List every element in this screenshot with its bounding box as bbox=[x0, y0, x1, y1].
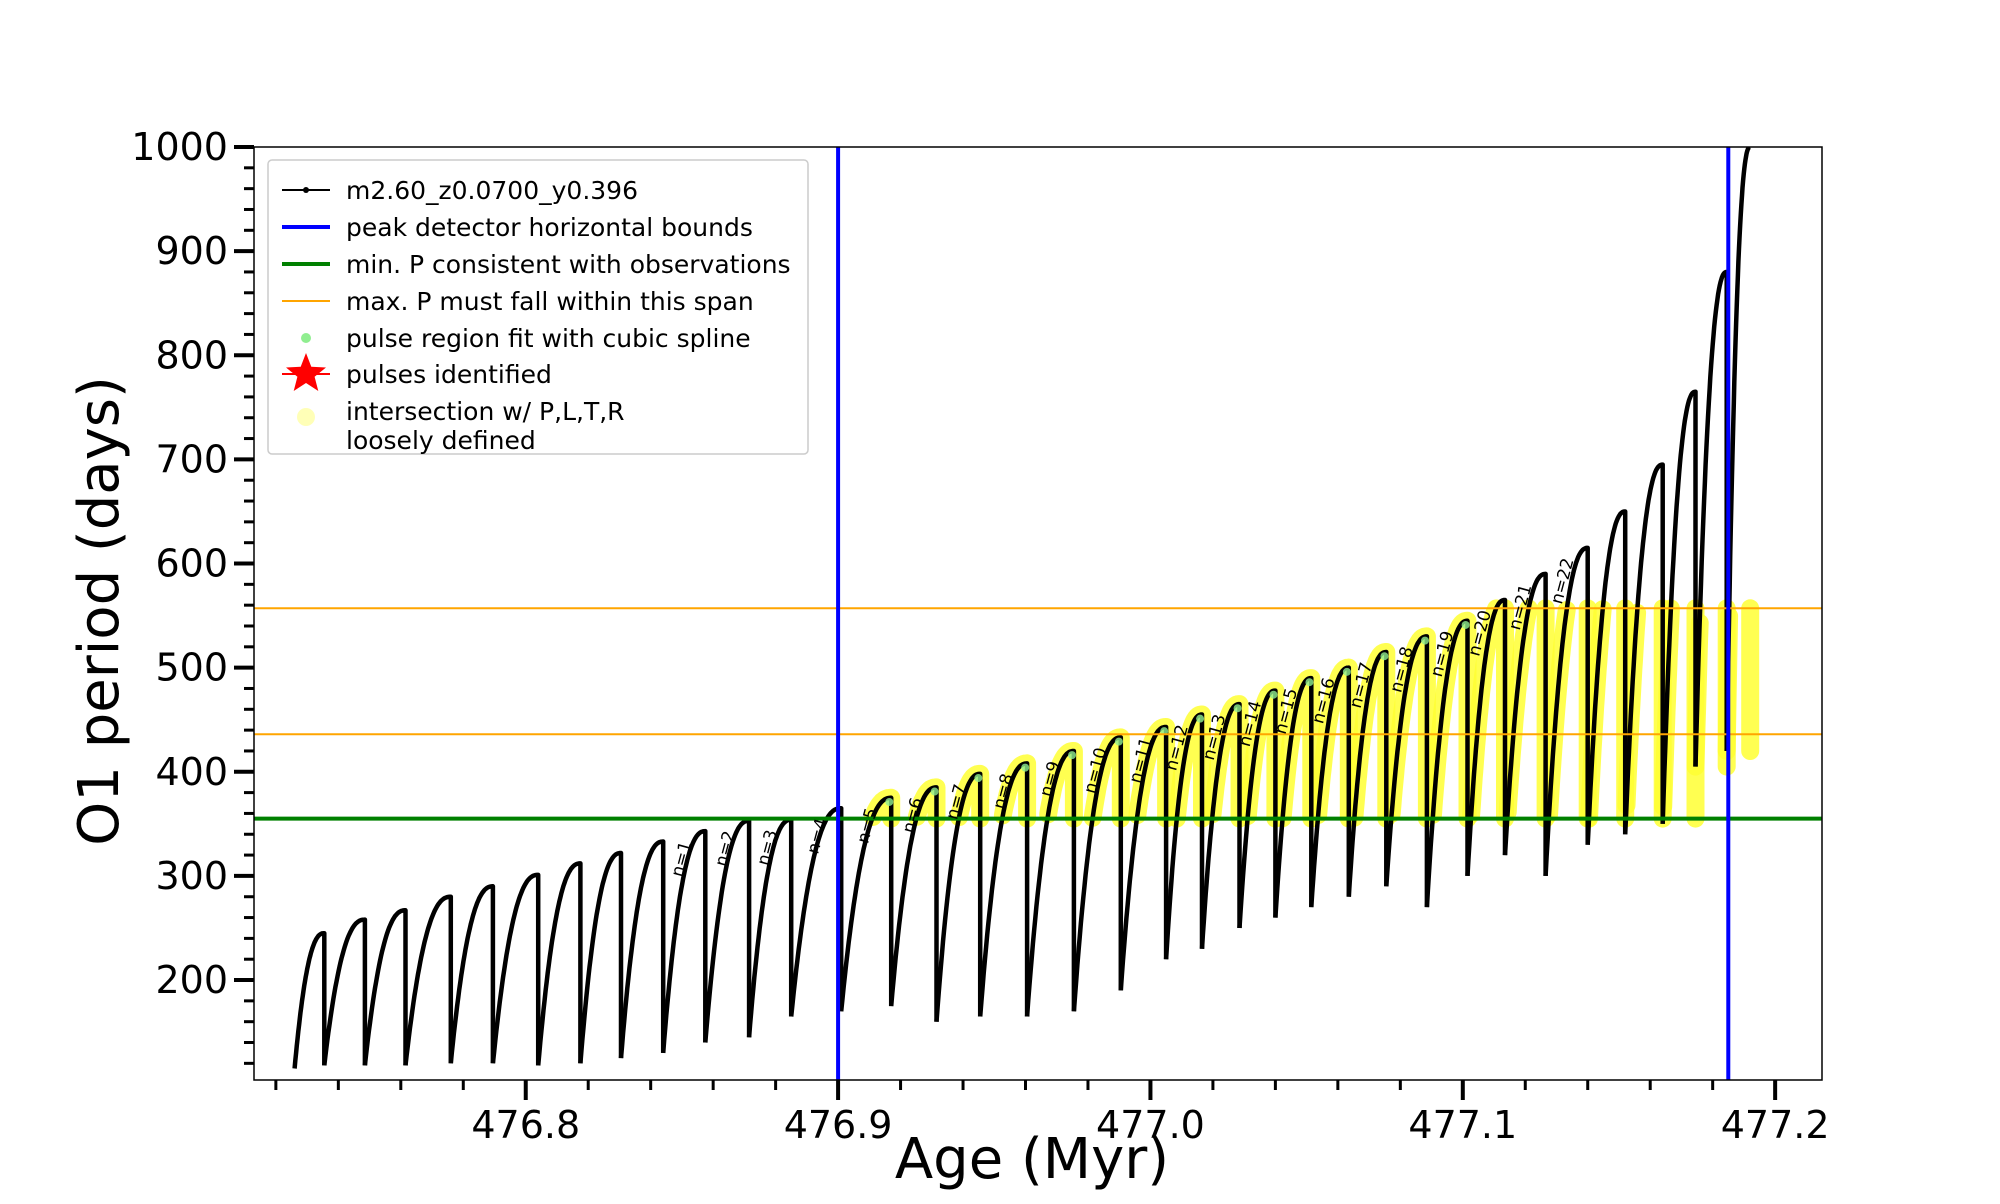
pulse-label: n=4 bbox=[803, 816, 832, 856]
series-pulse-curve bbox=[618, 839, 666, 1059]
legend-label-line: pulses identified bbox=[346, 360, 552, 389]
spline-point bbox=[1269, 690, 1278, 699]
legend-label: pulse region fit with cubic spline bbox=[346, 324, 751, 353]
pulse-label: n=1 bbox=[668, 839, 697, 879]
legend-label: peak detector horizontal bounds bbox=[346, 213, 753, 242]
series-pulse-curve bbox=[1118, 724, 1169, 991]
series-pulse-curve bbox=[1071, 735, 1124, 1012]
y-tick-label: 200 bbox=[155, 958, 228, 1002]
plot-frame bbox=[253, 146, 1823, 1081]
y-tick-label: 1000 bbox=[131, 125, 228, 169]
series-pulse-curve bbox=[1660, 389, 1698, 824]
series-pulse-curve bbox=[1465, 597, 1508, 877]
series-pulse-curve bbox=[292, 930, 327, 1069]
pulse-label: n=5 bbox=[853, 806, 882, 846]
series-pulse-curve bbox=[703, 818, 752, 1043]
spline-point bbox=[1342, 667, 1351, 676]
pulse-label: n=3 bbox=[753, 828, 782, 868]
spline-point bbox=[1068, 751, 1077, 760]
legend-label-line: max. P must fall within this span bbox=[346, 287, 754, 316]
series-pulse-curve bbox=[1346, 649, 1389, 897]
series-pulse-curve bbox=[322, 917, 368, 1066]
series-pulse-curve bbox=[362, 908, 408, 1066]
x-tick-label: 477.2 bbox=[1721, 1103, 1830, 1147]
legend-label-line: pulse region fit with cubic spline bbox=[346, 324, 751, 353]
spline-point bbox=[1421, 636, 1430, 645]
legend-swatch-dot bbox=[301, 333, 311, 343]
pulse-label: n=6 bbox=[899, 796, 928, 836]
legend-label: pulses identified bbox=[346, 360, 552, 389]
series-pulse-curve bbox=[1024, 748, 1077, 1017]
pulse-label: n=2 bbox=[711, 829, 740, 869]
legend-label-line: min. P consistent with observations bbox=[346, 250, 791, 279]
x-axis-title: Age (Myr) bbox=[895, 1127, 1169, 1192]
series-pulse-curve bbox=[578, 850, 624, 1064]
spline-point bbox=[974, 774, 983, 783]
spline-point bbox=[1380, 652, 1389, 661]
spline-point bbox=[930, 787, 939, 796]
legend-box bbox=[267, 159, 809, 455]
legend-label: max. P must fall within this span bbox=[346, 287, 754, 316]
legend-label: m2.60_z0.0700_y0.396 bbox=[346, 176, 638, 205]
series-pulse-curve bbox=[403, 894, 454, 1066]
x-tick-label: 476.8 bbox=[471, 1103, 580, 1147]
spline-point bbox=[885, 797, 894, 806]
pulse-label: n=22 bbox=[1547, 556, 1578, 606]
spline-point bbox=[1160, 727, 1169, 736]
spline-point bbox=[1461, 620, 1470, 629]
series-pulse-curve bbox=[448, 884, 496, 1064]
x-tick-label: 477.1 bbox=[1408, 1103, 1517, 1147]
series-pulse-curve bbox=[788, 805, 844, 1017]
y-tick-label: 700 bbox=[155, 437, 228, 481]
spline-point bbox=[1196, 714, 1205, 723]
series-pulse-curve bbox=[1585, 509, 1628, 845]
y-tick-label: 800 bbox=[155, 333, 228, 377]
series-pulse-curve bbox=[888, 785, 939, 1022]
legend-label-line: intersection w/ P,L,T,R bbox=[346, 397, 625, 426]
series-pulse-curve bbox=[1384, 634, 1430, 908]
x-tick-label: 477.0 bbox=[1096, 1103, 1205, 1147]
spline-point bbox=[1021, 763, 1030, 772]
legend-star-icon bbox=[286, 353, 326, 391]
series-pulse-curve bbox=[1622, 462, 1665, 835]
y-axis-title: O1 period (days) bbox=[67, 376, 132, 846]
y-tick-label: 500 bbox=[155, 646, 228, 690]
series-pulse-curve bbox=[490, 872, 541, 1066]
series-pulse-curve bbox=[1543, 545, 1590, 877]
series-pulse-curve bbox=[838, 795, 894, 1012]
legend-swatch-dot bbox=[303, 187, 309, 193]
y-tick-label: 900 bbox=[155, 229, 228, 273]
series-pulse-curve bbox=[1199, 701, 1242, 949]
spline-point bbox=[1114, 737, 1123, 746]
series-pulse-curve bbox=[1424, 618, 1470, 908]
series-pulse-curve bbox=[1693, 269, 1729, 767]
spline-point bbox=[1305, 678, 1314, 687]
series-pulse-curve bbox=[1502, 571, 1548, 876]
y-tick-label: 600 bbox=[155, 542, 228, 586]
series-pulse-curve bbox=[746, 817, 794, 1038]
legend-label-line: loosely defined bbox=[346, 426, 536, 455]
legend-label: intersection w/ P,L,T,R loosely defined bbox=[346, 397, 625, 455]
series-pulse-curve bbox=[660, 828, 708, 1054]
y-tick-label: 400 bbox=[155, 750, 228, 794]
legend-swatch-dot bbox=[297, 408, 315, 426]
axes: 200 300 400 500 600 700 800 900 1000 476.8 476.9 47… bbox=[131, 125, 1829, 1147]
series-pulse-curve bbox=[1724, 147, 1752, 752]
spline-point bbox=[1233, 704, 1242, 713]
y-tick-label: 300 bbox=[155, 854, 228, 898]
series-pulse-curve bbox=[535, 861, 583, 1066]
legend-label: min. P consistent with observations bbox=[346, 250, 791, 279]
legend-label-line: peak detector horizontal bounds bbox=[346, 213, 753, 242]
series-pulse-curve bbox=[977, 761, 1030, 1017]
legend-label-line: m2.60_z0.0700_y0.396 bbox=[346, 176, 638, 205]
x-tick-label: 476.9 bbox=[784, 1103, 893, 1147]
